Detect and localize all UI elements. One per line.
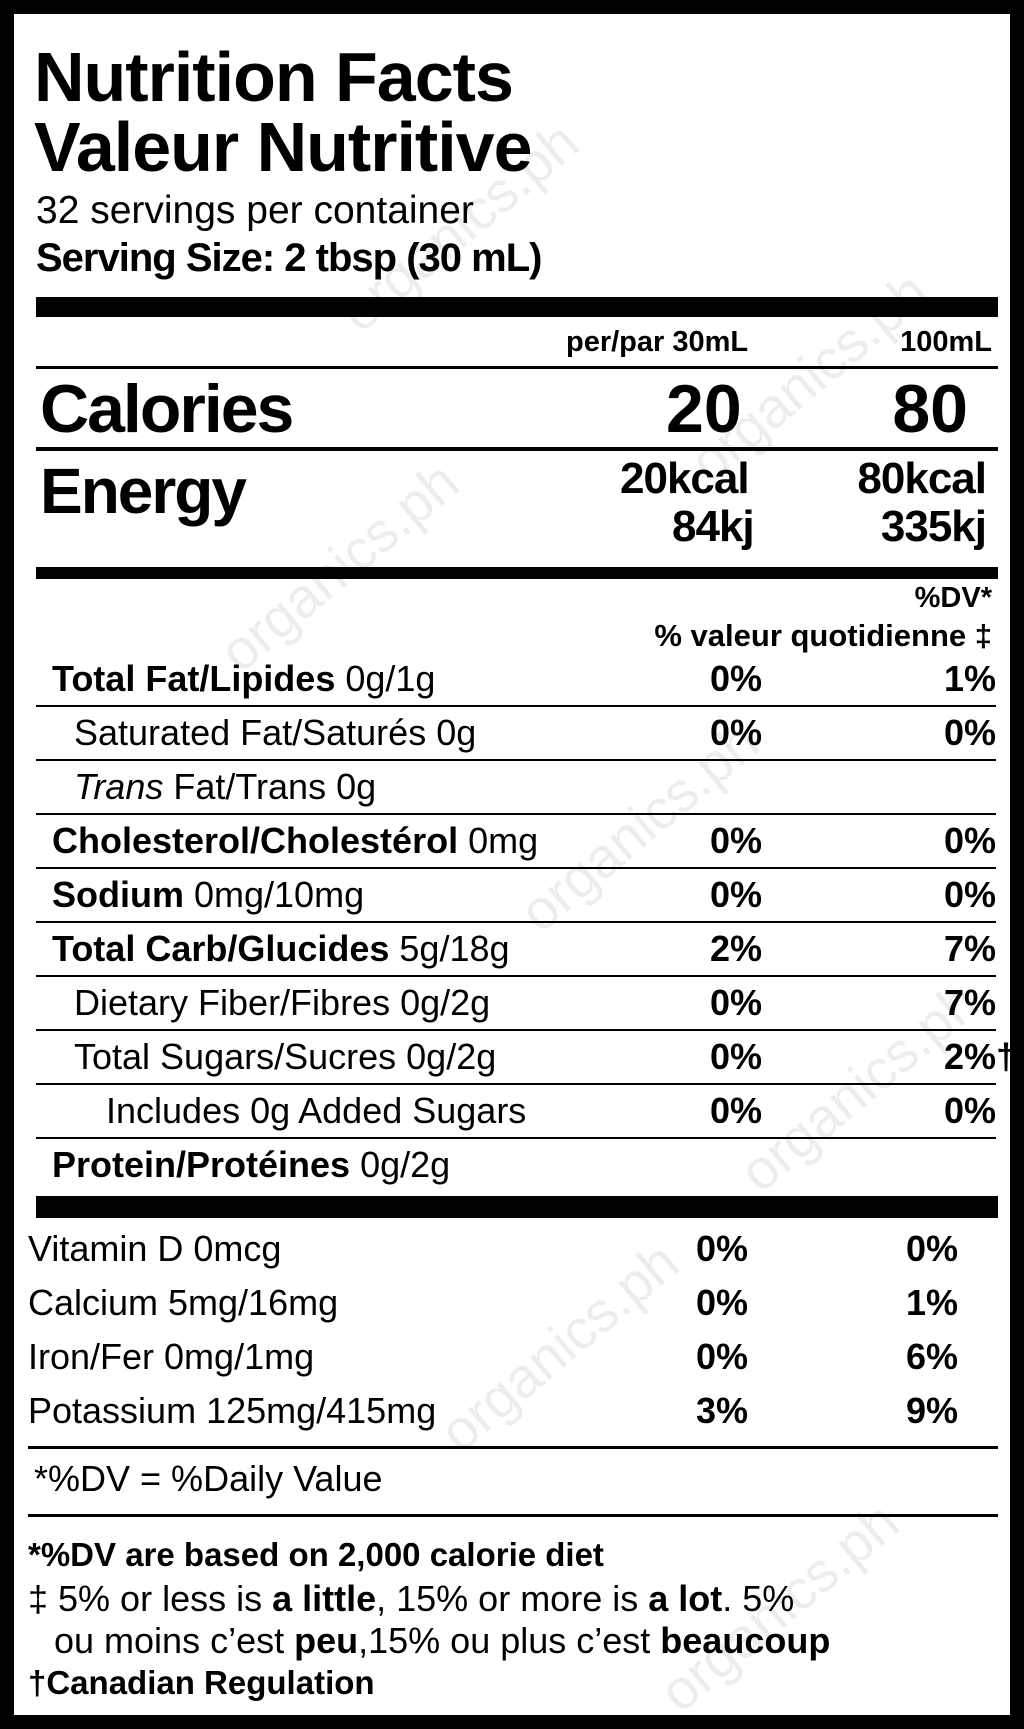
energy-kcal-per-100ml: 80kcal bbox=[857, 454, 987, 503]
serving-size: Serving Size: 2 tbsp (30 mL) bbox=[36, 236, 542, 280]
nutrient-dv-per-serving: 0% bbox=[710, 820, 763, 861]
energy-label: Energy bbox=[40, 455, 247, 527]
rule bbox=[36, 447, 998, 451]
nutrient-label: Dietary Fiber/Fibres 0g/2g bbox=[74, 982, 491, 1023]
nutrient-label: Cholesterol/Cholestérol 0mg bbox=[52, 820, 539, 861]
servings-per-container: 32 servings per container bbox=[36, 189, 474, 232]
title-english: Nutrition Facts bbox=[34, 38, 514, 116]
vitamin-row-iron: Iron/Fer 0mg/1mg 0% 6% bbox=[28, 1332, 958, 1386]
daily-value-note: *%DV = %Daily Value bbox=[34, 1458, 383, 1499]
rule bbox=[28, 1514, 998, 1517]
nutrient-dv-per-100ml: 0% bbox=[943, 712, 996, 753]
nutrient-label: Total Fat/Lipides 0g/1g bbox=[52, 658, 436, 699]
nutrient-dv-per-100ml: 7% bbox=[943, 928, 996, 969]
vitamin-dv-per-100ml: 6% bbox=[905, 1336, 958, 1377]
nutrient-dv-per-serving: 0% bbox=[710, 874, 763, 915]
title-french: Valeur Nutritive bbox=[34, 108, 533, 186]
nutrient-dv-per-100ml: 1% bbox=[943, 658, 996, 699]
nutrient-row-sodium: Sodium 0mg/10mg 0% 0% bbox=[36, 868, 996, 923]
energy-kj-per-serving: 84kj bbox=[672, 502, 755, 551]
footnote-daily-value-guide-french: ou moins c’est peu,15% ou plus c’est bea… bbox=[54, 1620, 831, 1661]
rule bbox=[36, 366, 998, 369]
vitamin-dv-per-100ml: 0% bbox=[905, 1228, 958, 1269]
vitamin-dv-per-100ml: 1% bbox=[905, 1282, 958, 1323]
column-header-per-serving: per/par 30mL bbox=[566, 326, 749, 358]
nutrient-dv-per-serving: 0% bbox=[710, 982, 763, 1023]
nutrient-dv-per-serving: 0% bbox=[710, 1036, 763, 1077]
footnote-calorie-diet: *%DV are based on 2,000 calorie diet bbox=[28, 1536, 604, 1573]
nutrient-label: Includes 0g Added Sugars bbox=[106, 1090, 527, 1131]
vitamin-label: Iron/Fer 0mg/1mg bbox=[28, 1336, 315, 1377]
nutrient-row-saturated-fat: Saturated Fat/Saturés 0g 0% 0% bbox=[36, 706, 996, 761]
vitamin-row-calcium: Calcium 5mg/16mg 0% 1% bbox=[28, 1278, 958, 1332]
footnote-canadian-regulation: †Canadian Regulation bbox=[28, 1664, 375, 1701]
energy-kcal-per-serving: 20kcal bbox=[620, 454, 750, 503]
vitamin-label: Vitamin D 0mcg bbox=[28, 1228, 282, 1269]
nutrient-row-trans-fat: Trans Fat/Trans 0g bbox=[36, 760, 996, 815]
nutrient-label: Protein/Protéines 0g/2g bbox=[52, 1144, 451, 1185]
nutrient-dv-per-100ml: 0% bbox=[943, 1090, 996, 1131]
nutrient-row-total-fat: Total Fat/Lipides 0g/1g 0% 1% bbox=[36, 652, 996, 707]
nutrient-dv-per-serving: 0% bbox=[710, 658, 763, 699]
vitamin-row-potassium: Potassium 125mg/415mg 3% 9% bbox=[28, 1386, 958, 1440]
footnote-daily-value-guide: ‡ 5% or less is a little, 15% or more is… bbox=[28, 1578, 795, 1619]
vitamin-row-vitamin-d: Vitamin D 0mcg 0% 0% bbox=[28, 1224, 958, 1278]
nutrient-row-total-carb: Total Carb/Glucides 5g/18g 2% 7% bbox=[36, 922, 996, 977]
vitamin-label: Calcium 5mg/16mg bbox=[28, 1282, 339, 1323]
thick-rule bbox=[36, 1196, 998, 1218]
vitamin-label: Potassium 125mg/415mg bbox=[28, 1390, 437, 1431]
nutrient-row-protein: Protein/Protéines 0g/2g bbox=[36, 1138, 996, 1191]
nutrient-dv-per-serving: 0% bbox=[710, 712, 763, 753]
vitamin-dv-per-100ml: 9% bbox=[905, 1390, 958, 1431]
nutrient-row-cholesterol: Cholesterol/Cholestérol 0mg 0% 0% bbox=[36, 814, 996, 869]
nutrient-dv-per-serving: 2% bbox=[710, 928, 763, 969]
nutrient-dv-per-100ml: 2%† bbox=[943, 1036, 1010, 1077]
vitamin-dv-per-serving: 0% bbox=[696, 1282, 749, 1323]
vitamin-dv-per-serving: 3% bbox=[696, 1390, 749, 1431]
nutrient-label: Sodium 0mg/10mg bbox=[52, 874, 365, 915]
nutrient-label: Saturated Fat/Saturés 0g bbox=[74, 712, 477, 753]
daily-value-header: %DV* bbox=[914, 582, 992, 614]
nutrient-label: Total Carb/Glucides 5g/18g bbox=[52, 928, 510, 969]
rule bbox=[28, 1446, 998, 1449]
nutrition-label: organics.ph organics.ph organics.ph orga… bbox=[14, 14, 1010, 1715]
calories-per-serving: 20 bbox=[666, 371, 742, 447]
nutrient-label: Trans Fat/Trans 0g bbox=[74, 766, 377, 807]
calories-label: Calories bbox=[40, 371, 294, 447]
nutrient-dv-per-100ml: 0% bbox=[943, 874, 996, 915]
nutrient-label: Total Sugars/Sucres 0g/2g bbox=[74, 1036, 497, 1077]
column-header-per-100ml: 100mL bbox=[900, 326, 992, 358]
energy-kj-per-100ml: 335kj bbox=[880, 502, 987, 551]
nutrient-dv-per-100ml: 0% bbox=[943, 820, 996, 861]
nutrient-row-added-sugars: Includes 0g Added Sugars 0% 0% bbox=[36, 1084, 996, 1139]
nutrient-dv-per-serving: 0% bbox=[710, 1090, 763, 1131]
calories-per-100ml: 80 bbox=[892, 371, 968, 447]
daily-value-header-french: % valeur quotidienne ‡ bbox=[654, 618, 992, 653]
thick-rule bbox=[36, 567, 998, 579]
vitamin-dv-per-serving: 0% bbox=[696, 1228, 749, 1269]
nutrient-row-total-sugars: Total Sugars/Sucres 0g/2g 0% 2%† bbox=[36, 1030, 1010, 1085]
thick-rule bbox=[36, 297, 998, 317]
vitamin-dv-per-serving: 0% bbox=[696, 1336, 749, 1377]
nutrient-row-dietary-fiber: Dietary Fiber/Fibres 0g/2g 0% 7% bbox=[36, 976, 996, 1031]
nutrient-dv-per-100ml: 7% bbox=[943, 982, 996, 1023]
